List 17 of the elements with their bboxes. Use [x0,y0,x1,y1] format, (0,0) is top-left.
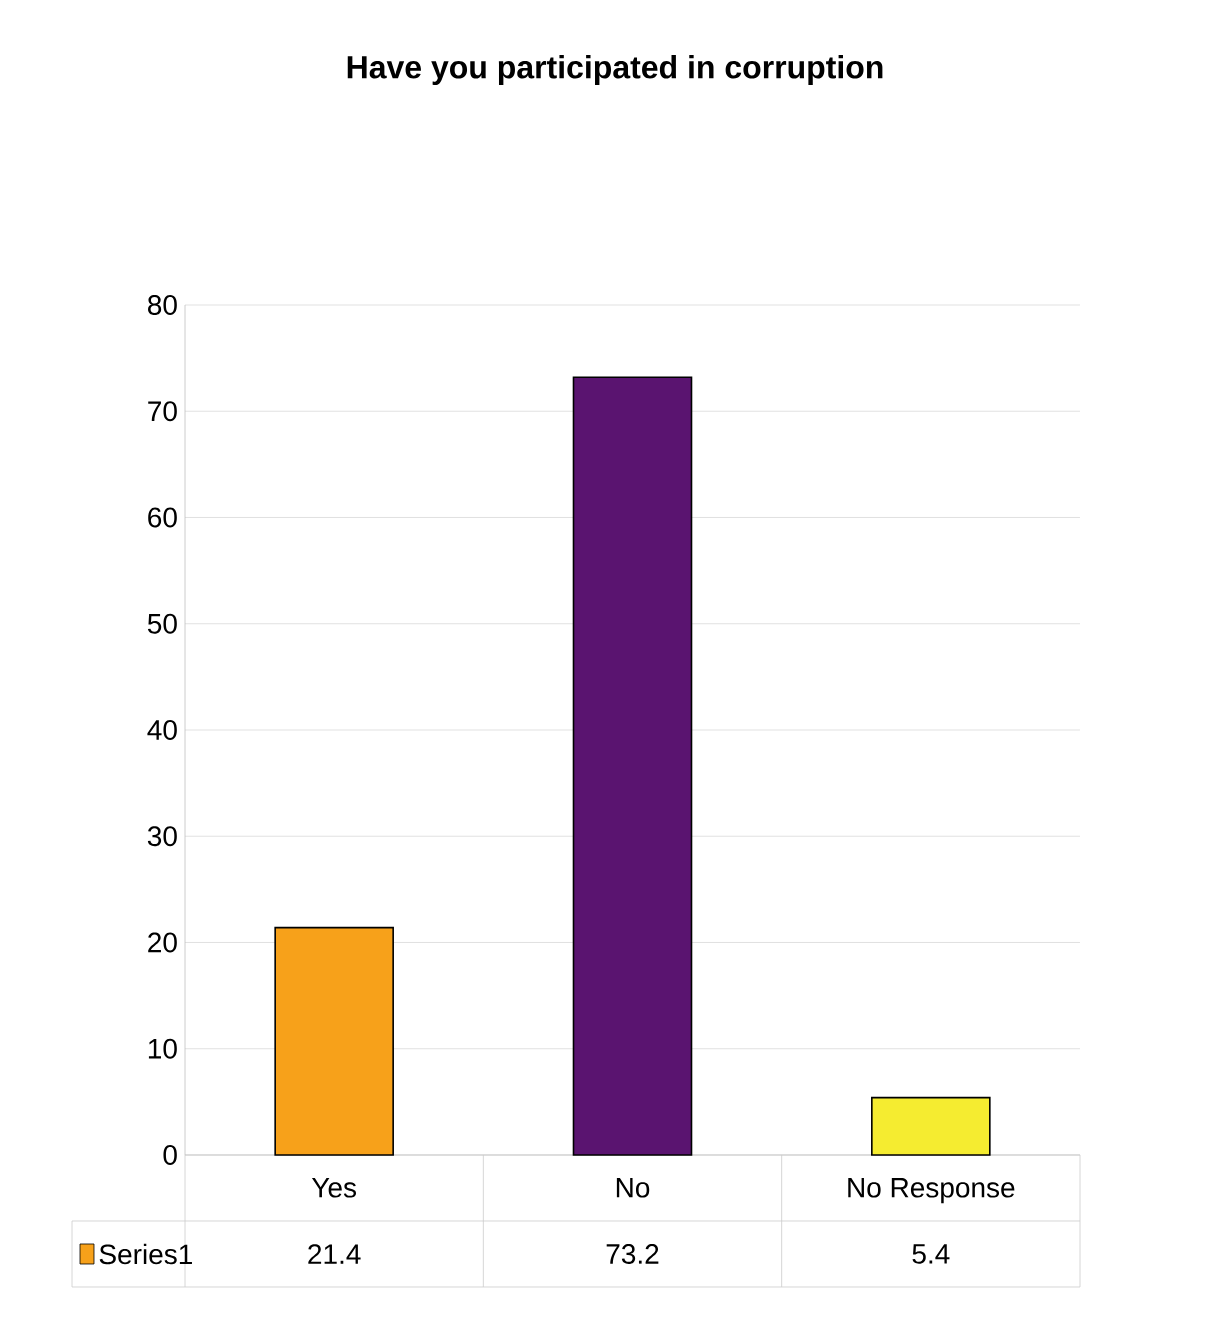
y-tick-label: 10 [148,1038,177,1059]
y-tick-label: 0 [163,1145,177,1165]
data-label: 5.4 [912,1244,950,1264]
y-tick-label: 60 [148,507,177,528]
y-tick-label: 30 [147,826,177,847]
data-label: 73.2 [606,1244,659,1264]
x-tick-label: No [616,1178,650,1198]
data-label: 21.4 [308,1244,361,1264]
x-tick-label: No Response [848,1178,1015,1204]
legend-label: Series1 [99,1243,192,1265]
y-tick-label: 40 [147,720,177,740]
y-tick-label: 50 [147,613,177,634]
y-tick-label: 80 [148,295,177,315]
chart-title: Have you participated in corruption [347,55,883,85]
x-tick-label: Yes [311,1178,357,1198]
y-tick-label: 20 [148,932,177,953]
y-tick-label: 70 [148,401,177,422]
